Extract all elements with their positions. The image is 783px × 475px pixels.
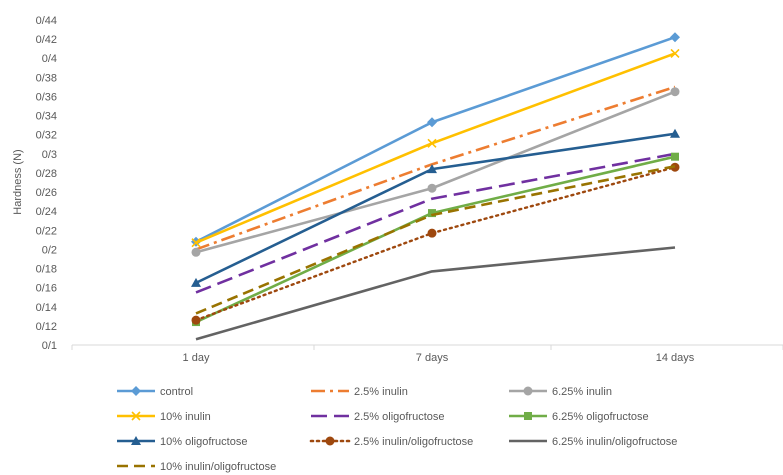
legend-item: 2.5% inulin/oligofructose (309, 436, 473, 448)
legend-item: 2.5% oligofructose (311, 411, 445, 423)
series-10-inulin-oligofructose (195, 164, 676, 315)
legend-label: control (160, 386, 193, 398)
data-point (670, 87, 680, 97)
legend-label: 2.5% inulin (354, 386, 408, 398)
legend-swatch-marker (325, 436, 335, 446)
y-tick-label: 0/34 (36, 111, 57, 123)
data-point (191, 277, 201, 287)
data-point (427, 138, 437, 148)
y-tick-label: 0/44 (36, 15, 57, 27)
legend-label: 2.5% inulin/oligofructose (354, 436, 473, 448)
legend-swatch-marker (131, 411, 141, 421)
legend-label: 10% inulin/oligofructose (160, 461, 276, 473)
y-tick-label: 0/24 (36, 206, 57, 218)
data-point (428, 209, 436, 218)
series-6-25-inulin-oligofructose (195, 246, 676, 341)
data-point (671, 152, 679, 161)
data-point (670, 32, 680, 43)
y-tick-label: 0/16 (36, 283, 57, 295)
series-line (195, 152, 676, 294)
data-point (191, 247, 201, 257)
y-tick-label: 0/26 (36, 187, 57, 199)
legend-item: 6.25% inulin/oligofructose (509, 436, 677, 448)
series-10-oligofructose (191, 128, 680, 287)
legend-swatch-marker (523, 386, 533, 396)
y-tick-label: 0/22 (36, 225, 57, 237)
chart-axes: 0/1 0/12 0/14 0/16 0/18 0/2 0/22 0/24 0/26 0/28 0/… (36, 15, 783, 364)
y-tick-label: 0/42 (36, 34, 57, 46)
legend-label: 6.25% oligofructose (552, 411, 649, 423)
legend-label: 10% inulin (160, 411, 211, 423)
y-tick-label: 0/32 (36, 130, 57, 142)
y-tick-label: 0/14 (36, 302, 57, 314)
data-point (427, 228, 437, 238)
legend-swatch-marker (131, 386, 141, 396)
series-6-25-oligofructose (192, 152, 679, 327)
legend-label: 10% oligofructose (160, 436, 247, 448)
legend-item: 6.25% oligofructose (509, 411, 649, 423)
legend-swatch-marker (524, 412, 532, 420)
y-tick-label: 0/1 (42, 340, 57, 352)
series-line (195, 164, 676, 315)
data-point (191, 238, 201, 248)
legend-label: 6.25% inulin (552, 386, 612, 398)
data-point (670, 128, 680, 138)
data-point (427, 164, 437, 174)
series-layer (191, 32, 680, 341)
legend-label: 2.5% oligofructose (354, 411, 445, 423)
data-point (191, 315, 201, 325)
series-6-25-inulin (191, 87, 680, 257)
y-tick-label: 0/28 (36, 168, 57, 180)
legend: control 2.5% inulin 6.25% inulin 10% inulin… (117, 386, 677, 473)
data-point (670, 48, 680, 59)
legend-item: 10% inulin/oligofructose (117, 461, 276, 473)
legend-item: 10% inulin (117, 411, 211, 423)
series-line (195, 132, 676, 285)
legend-item: 2.5% inulin (311, 386, 408, 398)
data-point (427, 183, 437, 193)
y-tick-label: 0/38 (36, 72, 57, 84)
x-tick-label: 1 day (183, 352, 210, 364)
x-tick-label: 14 days (656, 352, 695, 364)
data-point (427, 117, 437, 128)
legend-item: control (117, 386, 193, 398)
y-tick-label: 0/4 (42, 53, 57, 65)
y-tick-label: 0/12 (36, 321, 57, 333)
legend-item: 10% oligofructose (117, 436, 247, 448)
series-line (195, 246, 676, 341)
series-2-5-oligofructose (195, 152, 676, 294)
y-tick-label: 0/2 (42, 244, 57, 256)
y-tick-label: 0/18 (36, 264, 57, 276)
x-tick-label: 7 days (416, 352, 449, 364)
y-axis-title: Hardness (N) (12, 149, 24, 214)
series-10-inulin (191, 48, 680, 248)
y-tick-label: 0/3 (42, 149, 57, 161)
y-tick-label: 0/36 (36, 91, 57, 103)
legend-label: 6.25% inulin/oligofructose (552, 436, 677, 448)
legend-item: 6.25% inulin (509, 386, 612, 398)
legend-swatch-marker (131, 436, 141, 445)
